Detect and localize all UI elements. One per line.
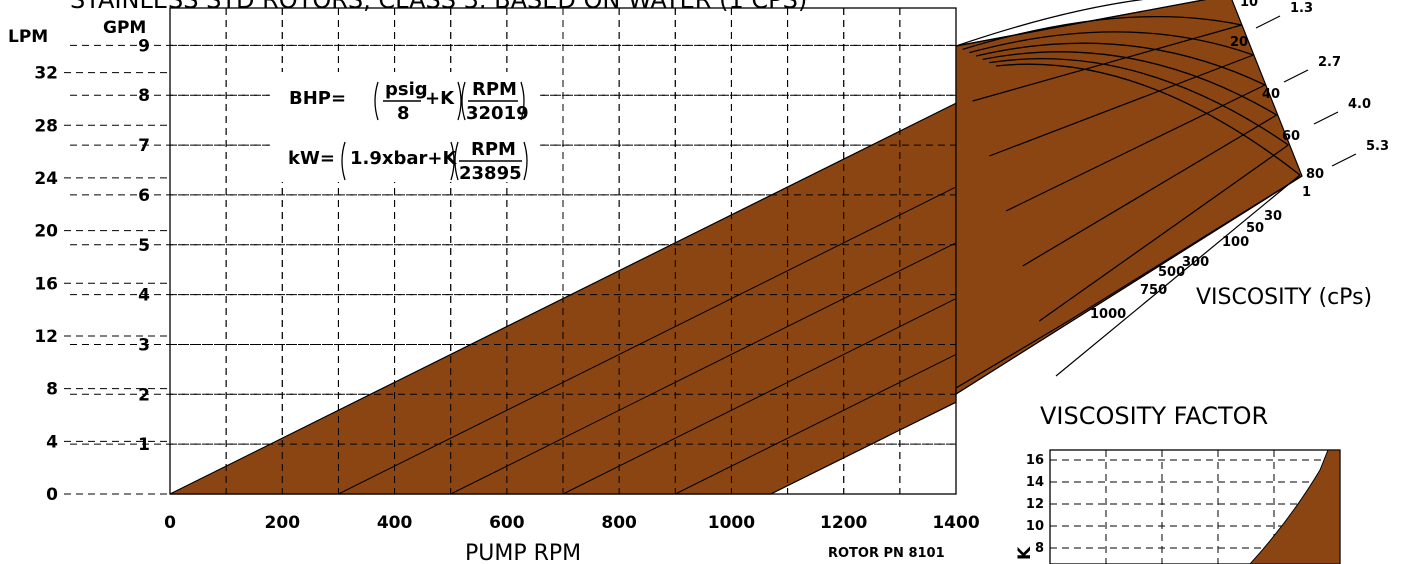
viscosity-title: VISCOSITY (cPs) bbox=[1196, 285, 1372, 310]
persp-line bbox=[972, 24, 1242, 102]
lpm-tick-label: 20 bbox=[34, 222, 58, 242]
x-tick-label: 1400 bbox=[932, 513, 979, 533]
psi-label: 80 bbox=[1306, 167, 1324, 182]
persp-curve bbox=[955, 0, 1144, 47]
psi-label: 20 bbox=[1230, 35, 1248, 50]
bhp-label: BHP= bbox=[289, 88, 346, 109]
persp-line bbox=[989, 54, 1254, 157]
viscosity-label: 1000 bbox=[1090, 307, 1126, 322]
factor-tick-label: 14 bbox=[1026, 475, 1044, 490]
factor-tick-label: 10 bbox=[1026, 519, 1044, 534]
viscosity-label: 500 bbox=[1158, 265, 1185, 280]
flow-line bbox=[675, 353, 957, 495]
lpm-tick-label: 24 bbox=[34, 169, 58, 189]
gpm-tick-label: 9 bbox=[138, 36, 150, 56]
factor-tick-labels: 16 14 12 10 8 bbox=[1026, 453, 1044, 556]
bar-leader bbox=[1283, 69, 1309, 83]
perspective-panel bbox=[955, 0, 1303, 396]
persp-line bbox=[1055, 174, 1301, 377]
viscosity-label: 1 bbox=[1302, 185, 1311, 200]
x-tick-label: 400 bbox=[377, 513, 413, 533]
x-tick-label: 600 bbox=[489, 513, 525, 533]
bar-label: 4.0 bbox=[1348, 97, 1371, 112]
gpm-tick-label: 5 bbox=[138, 236, 150, 256]
pressure-bar-labels: 1.3 2.7 4.0 5.3 bbox=[1255, 1, 1389, 167]
factor-tick-label: 12 bbox=[1026, 497, 1044, 512]
gpm-tick-label: 6 bbox=[138, 186, 150, 206]
persp-curve bbox=[975, 42, 1266, 86]
flow-line bbox=[338, 186, 957, 495]
viscosity-label: 300 bbox=[1182, 255, 1209, 270]
bhp-rpm-den: 32019 bbox=[466, 103, 529, 124]
flow-line bbox=[450, 242, 957, 495]
psi-label: 10 bbox=[1240, 0, 1258, 10]
gpm-axis-title: GPM bbox=[103, 18, 146, 38]
viscosity-label: 100 bbox=[1222, 235, 1249, 250]
flow-band bbox=[169, 8, 957, 495]
bar-label: 2.7 bbox=[1318, 55, 1341, 70]
chart-title: STAINLESS STD ROTORS, CLASS 3. BASED ON … bbox=[70, 0, 807, 14]
gpm-tick-label: 3 bbox=[138, 335, 150, 355]
bar-leader bbox=[1331, 153, 1357, 167]
factor-title: VISCOSITY FACTOR bbox=[1040, 402, 1268, 430]
bhp-num: psig bbox=[385, 79, 428, 100]
x-tick-label: 200 bbox=[265, 513, 301, 533]
bhp-den: 8 bbox=[397, 103, 410, 124]
viscosity-label: 750 bbox=[1140, 283, 1167, 298]
lpm-tick-label: 8 bbox=[46, 380, 58, 400]
viscosity-label: 30 bbox=[1264, 209, 1282, 224]
factor-tick-label: 16 bbox=[1026, 453, 1044, 468]
persp-curve bbox=[989, 58, 1289, 146]
kw-label: kW= bbox=[288, 148, 335, 169]
gpm-tick-label: 4 bbox=[138, 286, 150, 306]
persp-curve bbox=[982, 51, 1278, 116]
psi-label: 40 bbox=[1262, 87, 1280, 102]
lpm-tick-label: 0 bbox=[46, 485, 58, 505]
lpm-tick-label: 4 bbox=[46, 432, 58, 452]
factor-curve-area bbox=[1249, 449, 1341, 564]
rotor-label: ROTOR PN 8101 bbox=[828, 546, 945, 561]
x-tick-label: 1200 bbox=[820, 513, 867, 533]
gpm-tick-label: 8 bbox=[138, 86, 150, 106]
persp-line bbox=[1038, 144, 1289, 322]
formula-box: BHP= psig 8 +K RPM 32019 kW= 1.9xbar+K R… bbox=[270, 72, 540, 184]
lpm-axis-title: LPM bbox=[8, 27, 48, 47]
x-tick-label: 800 bbox=[601, 513, 637, 533]
flow-line bbox=[562, 298, 957, 495]
kw-rpm-den: 23895 bbox=[459, 163, 522, 184]
persp-line bbox=[1005, 84, 1266, 212]
lpm-tick-label: 32 bbox=[34, 64, 58, 84]
lpm-tick-label: 16 bbox=[34, 274, 58, 294]
persp-curve bbox=[995, 63, 1301, 176]
bar-leader bbox=[1255, 15, 1281, 29]
bar-leader bbox=[1313, 111, 1339, 125]
persp-curve bbox=[969, 31, 1254, 56]
psi-label: 60 bbox=[1282, 129, 1300, 144]
viscosity-label: 50 bbox=[1246, 221, 1264, 236]
kw-rpm: RPM bbox=[471, 139, 516, 160]
gpm-tick-label: 2 bbox=[138, 385, 150, 405]
pressure-psi-labels: 10 20 40 60 80 bbox=[1230, 0, 1324, 182]
gpm-tick-labels: 1 2 3 4 5 6 7 8 9 bbox=[138, 36, 150, 455]
factor-ylabel: K bbox=[1015, 546, 1035, 560]
x-tick-label: 0 bbox=[164, 513, 176, 533]
x-tick-label: 1000 bbox=[708, 513, 755, 533]
bhp-rpm: RPM bbox=[472, 79, 517, 100]
bar-label: 5.3 bbox=[1366, 139, 1389, 154]
x-axis-title: PUMP RPM bbox=[465, 541, 581, 564]
persp-line bbox=[1022, 114, 1277, 267]
bhp-k: +K bbox=[425, 88, 455, 109]
x-tick-labels: 0 200 400 600 800 1000 1200 1400 bbox=[164, 513, 980, 533]
kw-mid: 1.9xbar+K bbox=[350, 148, 457, 169]
gpm-tick-label: 7 bbox=[138, 136, 150, 156]
lpm-tick-label: 12 bbox=[34, 327, 58, 347]
persp-curve bbox=[962, 15, 1242, 50]
factor-tick-label: 8 bbox=[1035, 541, 1044, 556]
gpm-tick-label: 1 bbox=[138, 435, 150, 455]
lpm-tick-label: 28 bbox=[34, 116, 58, 136]
bar-label: 1.3 bbox=[1290, 1, 1313, 16]
